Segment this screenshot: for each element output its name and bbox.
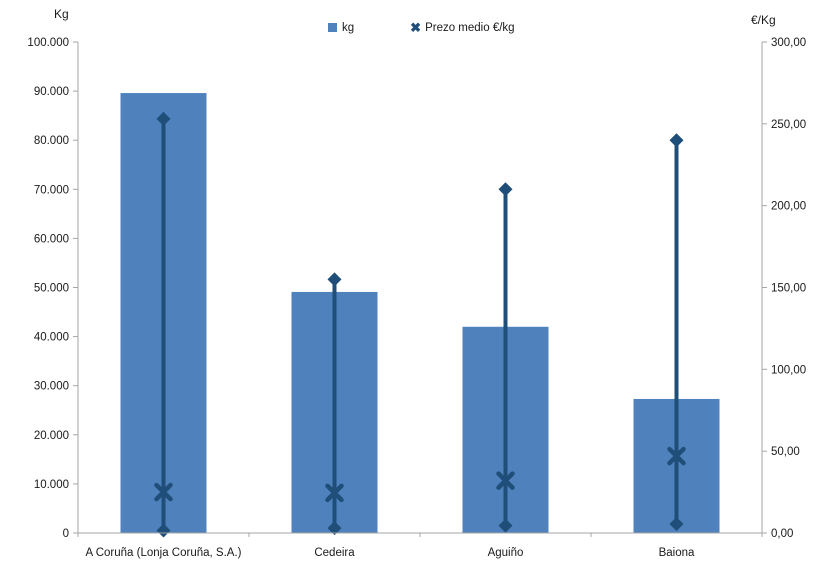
- mean-price-marker-1: [325, 483, 344, 503]
- category-label-3: Baiona: [659, 547, 695, 559]
- mean-price-marker-0: [154, 482, 173, 502]
- left-tick-label: 100.000: [27, 37, 69, 49]
- min-price-marker-0: [156, 523, 171, 538]
- right-tick-label: 150,00: [771, 283, 806, 295]
- left-tick-label: 40.000: [34, 332, 69, 344]
- category-label-2: Aguiño: [488, 547, 524, 559]
- mean-price-marker-2: [496, 471, 515, 490]
- category-label-1: Cedeira: [314, 547, 355, 559]
- legend: kg ✖ Prezo medio €/kg: [328, 21, 515, 34]
- legend-label-prezo-medio: Prezo medio €/kg: [425, 21, 515, 34]
- legend-item-prezo-medio: ✖ Prezo medio €/kg: [410, 21, 514, 34]
- max-price-marker-2: [498, 182, 513, 197]
- right-tick-label: 200,00: [771, 201, 806, 213]
- max-price-marker-1: [327, 272, 342, 287]
- left-tick-label: 30.000: [34, 381, 69, 393]
- right-tick-label: 100,00: [771, 364, 806, 376]
- min-price-marker-2: [498, 518, 513, 533]
- min-price-marker-1: [327, 521, 342, 536]
- x-marker-swatch-icon: ✖: [410, 20, 422, 35]
- right-tick-label: 50,00: [771, 446, 800, 458]
- left-tick-label: 80.000: [34, 135, 69, 147]
- right-tick-label: 0,00: [771, 528, 793, 540]
- left-tick-label: 10.000: [34, 479, 69, 491]
- left-tick-label: 20.000: [34, 430, 69, 442]
- right-tick-label: 300,00: [771, 37, 806, 49]
- right-tick-label: 250,00: [771, 119, 806, 131]
- kg-series-swatch-icon: [328, 23, 337, 32]
- max-price-marker-0: [156, 111, 171, 126]
- max-price-marker-3: [669, 133, 684, 148]
- mean-price-marker-3: [667, 446, 686, 466]
- legend-label-kg: kg: [342, 21, 355, 34]
- right-axis-title: €/Kg: [751, 13, 776, 27]
- left-tick-label: 90.000: [34, 86, 69, 98]
- min-price-marker-3: [669, 516, 684, 531]
- left-tick-label: 60.000: [34, 233, 69, 245]
- left-tick-label: 50.000: [34, 283, 69, 295]
- left-tick-label: 70.000: [34, 184, 69, 196]
- left-axis-title: Kg: [54, 7, 69, 21]
- legend-item-kg: kg: [328, 22, 354, 34]
- category-label-0: A Coruña (Lonja Coruña, S.A.): [86, 547, 242, 559]
- left-tick-label: 0: [63, 528, 69, 540]
